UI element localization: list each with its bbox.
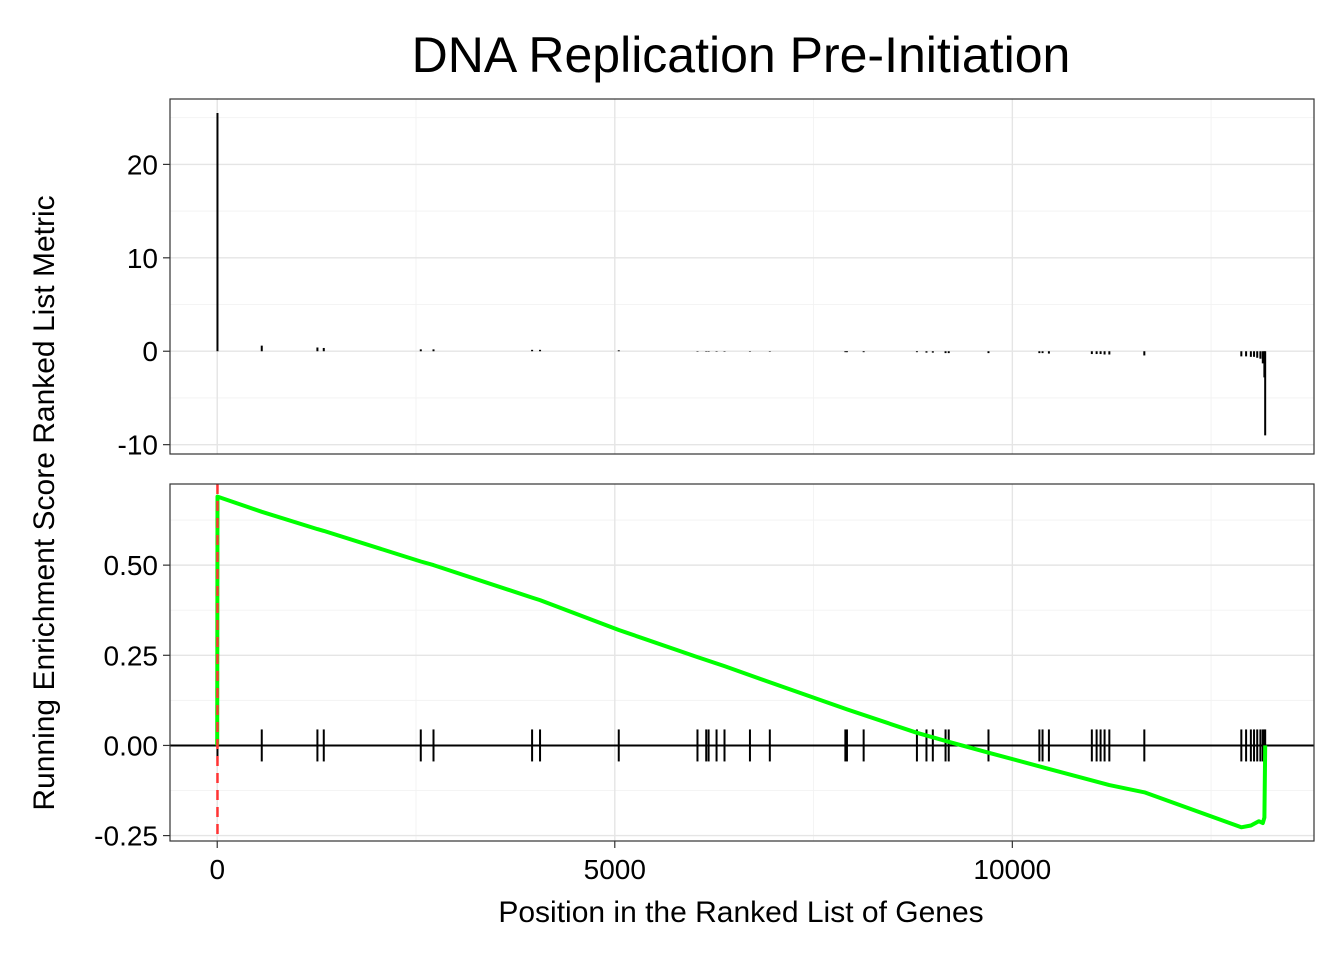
es-y-tick-label: 0.00 (104, 730, 159, 761)
es-y-tick-label: 0.25 (104, 640, 159, 671)
metric-y-tick-label: 0 (142, 336, 158, 367)
metric-panel-background (170, 99, 1314, 454)
metric-y-tick-label: 20 (127, 149, 158, 180)
es-y-tick-label: -0.25 (94, 821, 158, 852)
metric-y-axis: -10 0 10 20 (118, 149, 170, 461)
ranked-metric-panel: -10 0 10 20 (118, 98, 1315, 461)
metric-panel-border (169, 98, 1315, 455)
metric-bars (216, 113, 1267, 436)
x-axis: 0 5000 10000 (209, 841, 1051, 885)
es-y-tick-label: 0.50 (104, 550, 159, 581)
running-score-line (215, 494, 1268, 830)
enrichment-panel: -0.25 0.00 0.25 0.50 0 5000 10000 (94, 483, 1315, 885)
enrichment-panel-border (169, 483, 1315, 842)
metric-y-tick-label: 10 (127, 243, 158, 274)
y-axis-title: Running Enrichment Score Ranked List Met… (28, 195, 61, 810)
metric-grid (170, 99, 1314, 454)
metric-y-tick-label: -10 (118, 430, 158, 461)
chart-title: DNA Replication Pre-Initiation (412, 27, 1071, 83)
x-axis-title: Position in the Ranked List of Genes (498, 896, 983, 929)
enrichment-y-axis: -0.25 0.00 0.25 0.50 (94, 550, 170, 852)
x-tick-label: 0 (209, 854, 225, 885)
x-tick-label: 5000 (584, 854, 646, 885)
x-tick-label: 10000 (973, 854, 1051, 885)
